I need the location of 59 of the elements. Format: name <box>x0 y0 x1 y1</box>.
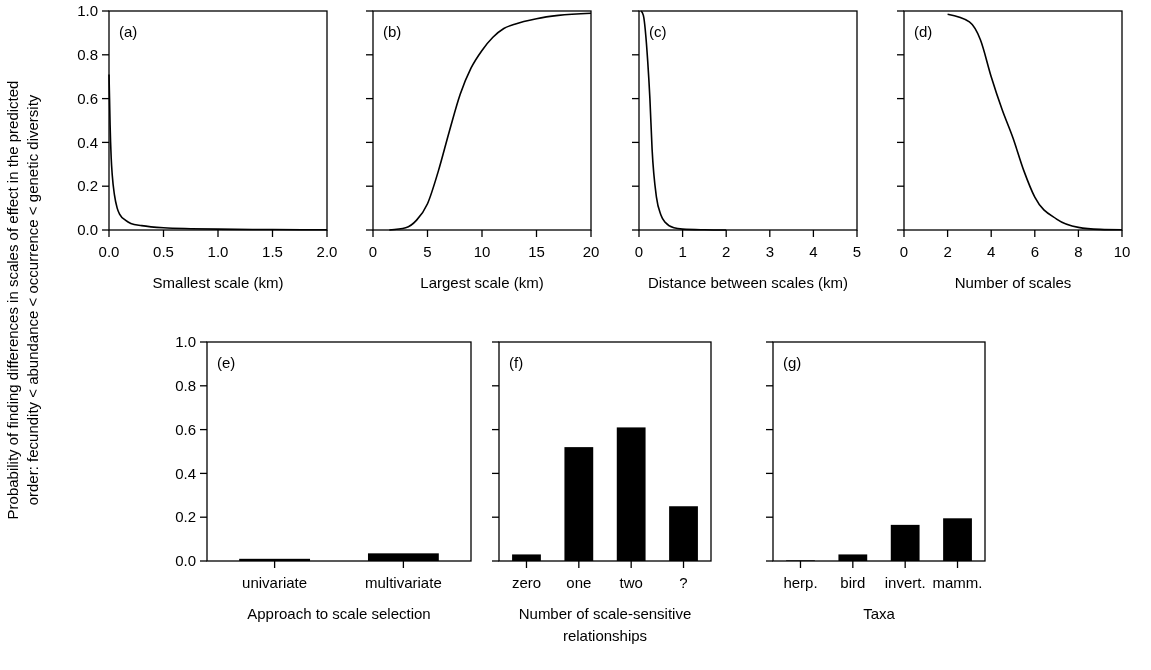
x-tick-label: herp. <box>783 574 818 591</box>
x-tick-label: 2 <box>722 243 731 260</box>
x-tick-label: 4 <box>809 243 818 260</box>
x-tick-label: invert. <box>884 574 926 591</box>
x-tick-label: 3 <box>765 243 774 260</box>
annotation: (a) <box>119 23 138 40</box>
y-tick-label: 0.4 <box>175 464 196 482</box>
x-tick-label: 0 <box>634 243 644 260</box>
y-tick-label: 0.4 <box>77 133 98 151</box>
x-tick-label: univariate <box>242 574 308 591</box>
annotation: (e) <box>217 354 236 371</box>
annotation: (f) <box>509 354 524 371</box>
x-tick-label: 10 <box>1113 243 1131 260</box>
y-tick-label: 1.0 <box>175 333 196 351</box>
y-tick-label: 0.0 <box>77 221 98 239</box>
x-axis-title: Approach to scale selection <box>247 605 431 622</box>
y-tick-label: 0.6 <box>77 89 98 107</box>
y-tick-label: 0.8 <box>175 377 196 395</box>
x-tick-label: 4 <box>987 243 996 260</box>
x-tick-label: zero <box>511 574 542 591</box>
x-tick-label: 0 <box>899 243 909 260</box>
annotation: (g) <box>783 354 802 371</box>
x-tick-label: 0 <box>368 243 378 260</box>
y-tick-label: 0.6 <box>175 420 196 438</box>
annotation: (c) <box>649 23 667 40</box>
y-axis-title: Probability of finding differences in scales of effect in the predicted order: fecundity < abundance < occurrence < genetic diversity <box>4 80 41 520</box>
x-tick-label: mamm. <box>932 574 983 591</box>
y-tick-label: 0.2 <box>77 177 98 195</box>
x-tick-label: 2 <box>943 243 952 260</box>
x-tick-label: 1.0 <box>207 243 229 260</box>
x-axis-title: Number of scale-sensitive relationships <box>518 605 692 644</box>
x-tick-label: 0.0 <box>98 243 120 260</box>
y-tick-label: 0.0 <box>175 552 196 570</box>
x-axis-title: Number of scales <box>954 274 1072 291</box>
x-tick-label: 6 <box>1030 243 1039 260</box>
x-axis-title: Smallest scale (km) <box>152 274 284 291</box>
x-tick-label: two <box>619 574 643 591</box>
x-tick-label: one <box>566 574 592 591</box>
x-tick-label: 5 <box>423 243 432 260</box>
x-tick-label: 2.0 <box>316 243 338 260</box>
x-tick-label: 8 <box>1074 243 1083 260</box>
annotation: (b) <box>383 23 402 40</box>
y-tick-label: 1.0 <box>77 2 98 20</box>
x-tick-label: multivariate <box>365 574 442 591</box>
y-tick-label: 0.8 <box>77 46 98 64</box>
x-tick-label: 10 <box>473 243 491 260</box>
x-tick-label: bird <box>840 574 866 591</box>
x-tick-label: 1 <box>678 243 687 260</box>
x-tick-label: 5 <box>852 243 862 260</box>
x-tick-label: ? <box>679 574 688 591</box>
x-tick-label: 15 <box>528 243 545 260</box>
x-tick-label: 0.5 <box>153 243 174 260</box>
x-axis-title: Largest scale (km) <box>420 274 544 291</box>
x-tick-label: 1.5 <box>262 243 283 260</box>
annotation: (d) <box>914 23 933 40</box>
y-tick-label: 0.2 <box>175 508 196 526</box>
x-axis-title: Distance between scales (km) <box>647 274 849 291</box>
x-tick-label: 20 <box>582 243 600 260</box>
x-axis-title: Taxa <box>863 605 896 622</box>
